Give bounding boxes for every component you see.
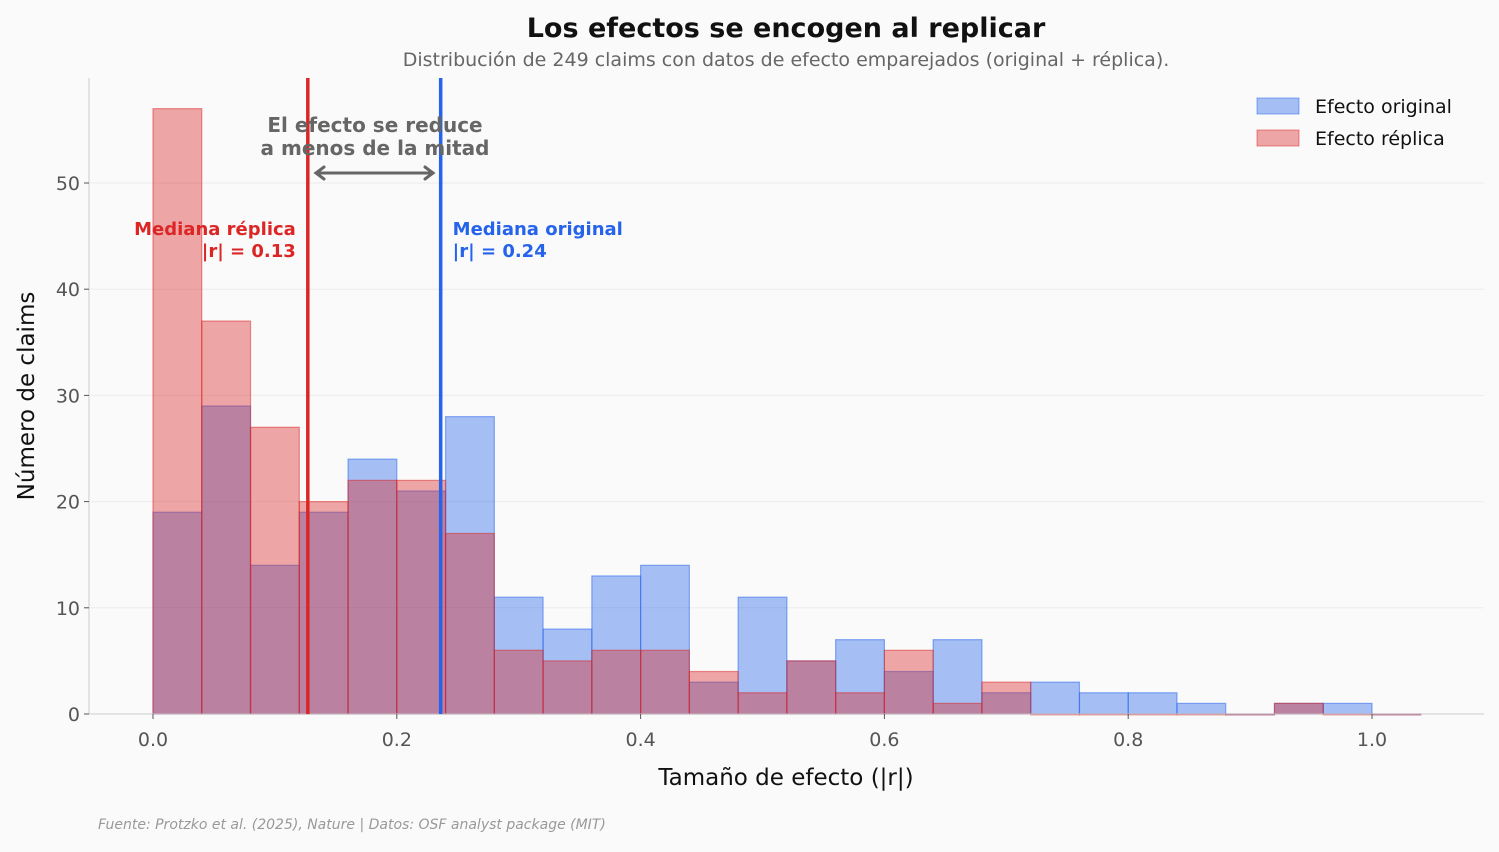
median-value-label: |r| = 0.13 — [202, 241, 296, 262]
bar-original — [1127, 692, 1178, 715]
x-tick-label: 0.4 — [625, 729, 655, 751]
bar-original — [1030, 681, 1081, 715]
bar-original — [932, 639, 983, 715]
x-tick-label: 0.6 — [869, 729, 899, 751]
bar-replica — [249, 426, 300, 715]
bar-replica — [396, 479, 447, 715]
bar-replica — [981, 681, 1032, 715]
bar-replica — [835, 692, 886, 715]
x-tick-label: 0.0 — [138, 729, 168, 751]
y-tick-label: 10 — [56, 598, 80, 620]
bar-replica — [786, 660, 837, 715]
legend: Efecto original Efecto réplica — [1256, 96, 1452, 150]
source-note: Fuente: Protzko et al. (2025), Nature | … — [98, 817, 606, 833]
y-tick-label: 30 — [56, 385, 80, 407]
bar-replica — [493, 649, 544, 715]
bar-replica — [1273, 702, 1324, 715]
bar-replica — [347, 479, 398, 715]
bar-replica — [883, 649, 934, 715]
y-tick-label: 0 — [68, 704, 80, 726]
annotation-line2: a menos de la mitad — [261, 136, 490, 160]
bar-replica — [542, 660, 593, 715]
bar-original — [1176, 702, 1227, 715]
legend-label-replica: Efecto réplica — [1315, 128, 1445, 150]
chart-title: Los efectos se encogen al replicar — [527, 13, 1046, 44]
bar-original — [1322, 702, 1373, 715]
bar-original — [639, 564, 690, 715]
legend-swatch-replica — [1256, 129, 1300, 147]
bar-replica — [932, 702, 983, 715]
legend-swatch-original — [1256, 97, 1300, 115]
bar-replica — [152, 108, 203, 715]
bar-original — [883, 670, 934, 715]
legend-label-original: Efecto original — [1315, 96, 1452, 118]
bar-replica — [444, 532, 495, 715]
bar-original — [737, 596, 788, 715]
x-tick-label: 0.2 — [382, 729, 412, 751]
median-value-label: |r| = 0.24 — [453, 241, 547, 262]
bar-replica — [688, 670, 739, 715]
y-axis-label: Número de claims — [14, 292, 40, 501]
annotation-line1: El efecto se reduce — [267, 113, 482, 137]
bar-original — [152, 511, 203, 715]
median-label: Mediana réplica — [134, 219, 296, 240]
bar-original — [249, 564, 300, 715]
bar-original — [444, 416, 495, 715]
bar-replica — [201, 320, 252, 715]
x-tick-label: 0.8 — [1113, 729, 1143, 751]
x-axis-label: Tamaño de efecto (|r|) — [657, 765, 913, 791]
bar-original — [542, 628, 593, 715]
bar-replica — [737, 692, 788, 715]
double-arrow-icon — [313, 165, 436, 181]
y-tick-label: 50 — [56, 173, 80, 195]
median-label: Mediana original — [453, 219, 623, 240]
chart-subtitle: Distribución de 249 claims con datos de … — [403, 49, 1170, 71]
bar-original — [347, 458, 398, 715]
bar-original — [1078, 692, 1129, 715]
bar-replica — [639, 649, 690, 715]
x-tick-label: 1.0 — [1357, 729, 1387, 751]
y-tick-label: 20 — [56, 492, 80, 514]
bar-replica — [591, 649, 642, 715]
y-tick-label: 40 — [56, 279, 80, 301]
bar-original — [396, 490, 447, 715]
